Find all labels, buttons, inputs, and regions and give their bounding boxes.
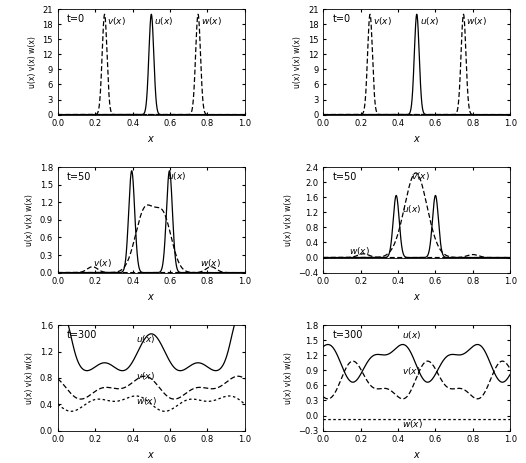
Text: $u(x)$: $u(x)$	[420, 15, 439, 27]
Text: $w(x)$: $w(x)$	[466, 15, 487, 27]
Text: $u(x)$: $u(x)$	[136, 333, 156, 345]
Text: $v(x)$: $v(x)$	[373, 15, 392, 27]
Y-axis label: u(x) v(x) w(x): u(x) v(x) w(x)	[284, 194, 293, 246]
Text: t=50: t=50	[67, 172, 92, 182]
Text: $w(x)$: $w(x)$	[349, 245, 370, 257]
Text: $v(x)$: $v(x)$	[107, 15, 126, 27]
Text: t=300: t=300	[67, 330, 98, 340]
Text: $u(x)$: $u(x)$	[402, 329, 421, 341]
Text: t=0: t=0	[332, 14, 351, 24]
Text: t=0: t=0	[67, 14, 85, 24]
Text: $w(x)$: $w(x)$	[200, 257, 221, 269]
X-axis label: $x$: $x$	[147, 292, 155, 302]
Y-axis label: u(x) v(x) w(x): u(x) v(x) w(x)	[25, 352, 34, 404]
Text: $v(x)$: $v(x)$	[411, 169, 430, 181]
Text: $v(x)$: $v(x)$	[402, 365, 421, 377]
Y-axis label: u(x) v(x) w(x): u(x) v(x) w(x)	[294, 36, 302, 88]
X-axis label: $x$: $x$	[413, 134, 421, 144]
Text: $u(x)$: $u(x)$	[167, 170, 187, 182]
Y-axis label: u(x) v(x) w(x): u(x) v(x) w(x)	[284, 352, 292, 404]
Text: $u(x)$: $u(x)$	[154, 15, 174, 27]
Text: $w(x)$: $w(x)$	[402, 418, 423, 430]
Text: t=50: t=50	[332, 172, 357, 182]
Text: $v(x)$: $v(x)$	[94, 257, 112, 269]
X-axis label: $x$: $x$	[413, 292, 421, 302]
Text: $u(x)$: $u(x)$	[402, 203, 421, 215]
Text: $w(x)$: $w(x)$	[201, 15, 222, 27]
X-axis label: $x$: $x$	[147, 134, 155, 144]
Y-axis label: u(x) v(x) w(x): u(x) v(x) w(x)	[28, 36, 37, 88]
X-axis label: $x$: $x$	[147, 450, 155, 460]
Text: $w(x)$: $w(x)$	[136, 395, 157, 407]
Y-axis label: u(x) v(x) w(x): u(x) v(x) w(x)	[25, 194, 34, 246]
X-axis label: $x$: $x$	[413, 450, 421, 460]
Text: t=300: t=300	[332, 330, 363, 340]
Text: $v(x)$: $v(x)$	[136, 370, 155, 382]
